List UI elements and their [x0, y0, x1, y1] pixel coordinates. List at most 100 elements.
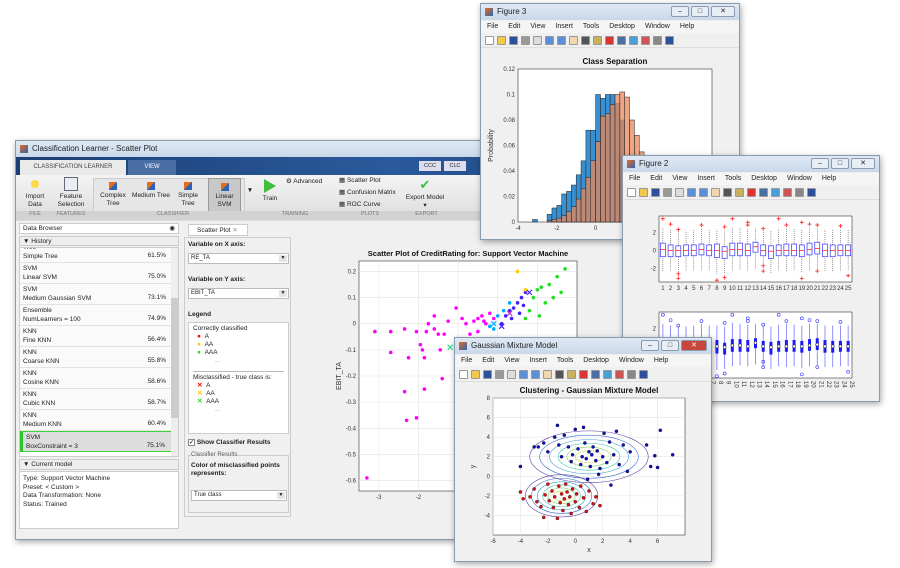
medium-tree-button[interactable]: Medium Tree — [132, 178, 170, 200]
hide-tools-icon[interactable] — [653, 36, 662, 45]
link-icon[interactable] — [591, 370, 600, 379]
close-button[interactable]: ✕ — [851, 158, 875, 169]
menu-item-edit[interactable]: Edit — [650, 175, 663, 182]
import-data-button[interactable]: Import Data — [20, 177, 50, 209]
zoom-out-icon[interactable] — [557, 36, 566, 45]
menu-item-insert[interactable]: Insert — [529, 357, 547, 364]
simple-tree-button[interactable]: Simple Tree — [171, 178, 205, 208]
menu-item-tools[interactable]: Tools — [582, 23, 600, 30]
menu-item-window[interactable]: Window — [786, 175, 812, 182]
y-axis-select[interactable]: EBIT_TA ▼ — [188, 288, 289, 299]
zoom-in-icon[interactable] — [687, 188, 696, 197]
menu-item-view[interactable]: View — [504, 357, 520, 364]
menu-item-window[interactable]: Window — [644, 23, 670, 30]
menu-item-desktop[interactable]: Desktop — [751, 175, 777, 182]
history-item[interactable]: SVM Medium Gaussian SVM 73.1% — [20, 284, 172, 305]
hide-tools-icon[interactable] — [795, 188, 804, 197]
pointer-icon[interactable] — [675, 188, 684, 197]
x-axis-select[interactable]: RE_TA ▼ — [188, 253, 289, 264]
data-cursor-icon[interactable] — [593, 36, 602, 45]
menu-item-view[interactable]: View — [530, 23, 546, 30]
zoom-in-icon[interactable] — [545, 36, 554, 45]
new-file-icon[interactable] — [459, 370, 468, 379]
dock-icon[interactable] — [807, 188, 816, 197]
save-icon[interactable] — [509, 36, 518, 45]
colorbar-icon[interactable] — [603, 370, 612, 379]
colorbar-icon[interactable] — [771, 188, 780, 197]
history-scrollbar[interactable] — [171, 248, 178, 456]
history-item[interactable]: SVM Linear SVM 75.0% — [20, 263, 172, 284]
data-cursor-icon[interactable] — [735, 188, 744, 197]
history-item[interactable]: Ensemble NumLearners = 100 74.9% — [20, 305, 172, 326]
collapse-icon[interactable]: ◉ — [169, 225, 175, 232]
open-folder-icon[interactable] — [639, 188, 648, 197]
menu-item-edit[interactable]: Edit — [508, 23, 521, 30]
colorbar-icon[interactable] — [629, 36, 638, 45]
pointer-icon[interactable] — [507, 370, 516, 379]
history-item[interactable]: SVM BoxConstraint = 3 75.1% — [20, 431, 172, 452]
link-icon[interactable] — [617, 36, 626, 45]
brush-icon[interactable] — [747, 188, 756, 197]
dock-icon[interactable] — [639, 370, 648, 379]
roc-curve-button[interactable]: ▦ ROC Curve — [339, 201, 381, 208]
brush-icon[interactable] — [579, 370, 588, 379]
menu-item-tools[interactable]: Tools — [556, 357, 574, 364]
menu-item-insert[interactable]: Insert — [555, 23, 573, 30]
history-item[interactable]: Tree Simple Tree 61.5% — [20, 248, 172, 263]
menu-item-edit[interactable]: Edit — [482, 357, 495, 364]
menu-item-help[interactable]: Help — [653, 357, 669, 364]
rotate-icon[interactable] — [581, 36, 590, 45]
ccc-button[interactable]: CCC — [419, 161, 441, 171]
legend-icon[interactable] — [641, 36, 650, 45]
close-button[interactable]: ✕ — [711, 6, 735, 17]
save-icon[interactable] — [651, 188, 660, 197]
confusion-matrix-button[interactable]: ▦ Confusion Matrix — [339, 189, 396, 196]
menu-item-view[interactable]: View — [672, 175, 688, 182]
new-file-icon[interactable] — [485, 36, 494, 45]
clc-button[interactable]: CLC — [444, 161, 466, 171]
brush-icon[interactable] — [605, 36, 614, 45]
link-icon[interactable] — [759, 188, 768, 197]
advanced-button[interactable]: ⚙ Advanced — [286, 178, 323, 185]
close-button[interactable]: ✕ — [681, 340, 707, 351]
history-item[interactable]: KNN Cosine KNN 58.6% — [20, 368, 172, 389]
zoom-out-icon[interactable] — [531, 370, 540, 379]
show-classifier-results-checkbox[interactable]: ✓ Show Classifier Results — [188, 439, 271, 446]
maximize-button[interactable]: □ — [831, 158, 849, 169]
minimize-button[interactable]: – — [641, 340, 659, 351]
legend-icon[interactable] — [615, 370, 624, 379]
gmm-plot[interactable]: -6 -4 -2 0 2 4 6 -4 -2 0 2 4 6 8 Clustering - Gaussian… — [455, 383, 712, 562]
menu-item-file[interactable]: File — [487, 23, 499, 30]
legend-icon[interactable] — [783, 188, 792, 197]
history-item[interactable]: KNN Cubic KNN 58.7% — [20, 389, 172, 410]
linear-svm-button[interactable]: Linear SVM — [208, 178, 241, 212]
minimize-button[interactable]: – — [811, 158, 829, 169]
menu-item-file[interactable]: File — [461, 357, 473, 364]
close-icon[interactable]: ✕ — [232, 227, 238, 234]
export-model-button[interactable]: ✔ Export Model ▾ — [405, 177, 445, 210]
history-item[interactable]: KNN Fine KNN 56.4% — [20, 326, 172, 347]
pan-icon[interactable] — [569, 36, 578, 45]
menu-item-desktop[interactable]: Desktop — [609, 23, 635, 30]
save-icon[interactable] — [483, 370, 492, 379]
minimize-button[interactable]: – — [671, 6, 689, 17]
tab-classification-learner[interactable]: CLASSIFICATION LEARNER — [20, 160, 126, 175]
complex-tree-button[interactable]: Complex Tree — [96, 178, 130, 208]
gallery-expand-button[interactable]: ▼ — [246, 187, 254, 194]
rotate-icon[interactable] — [723, 188, 732, 197]
menu-item-window[interactable]: Window — [618, 357, 644, 364]
rotate-icon[interactable] — [555, 370, 564, 379]
train-button[interactable]: Train — [258, 179, 282, 203]
menu-item-insert[interactable]: Insert — [697, 175, 715, 182]
print-icon[interactable] — [663, 188, 672, 197]
pan-icon[interactable] — [543, 370, 552, 379]
print-icon[interactable] — [521, 36, 530, 45]
tab-view[interactable]: VIEW — [128, 160, 176, 175]
pan-icon[interactable] — [711, 188, 720, 197]
zoom-out-icon[interactable] — [699, 188, 708, 197]
zoom-in-icon[interactable] — [519, 370, 528, 379]
menu-item-tools[interactable]: Tools — [724, 175, 742, 182]
menu-item-help[interactable]: Help — [821, 175, 837, 182]
maximize-button[interactable]: □ — [661, 340, 679, 351]
